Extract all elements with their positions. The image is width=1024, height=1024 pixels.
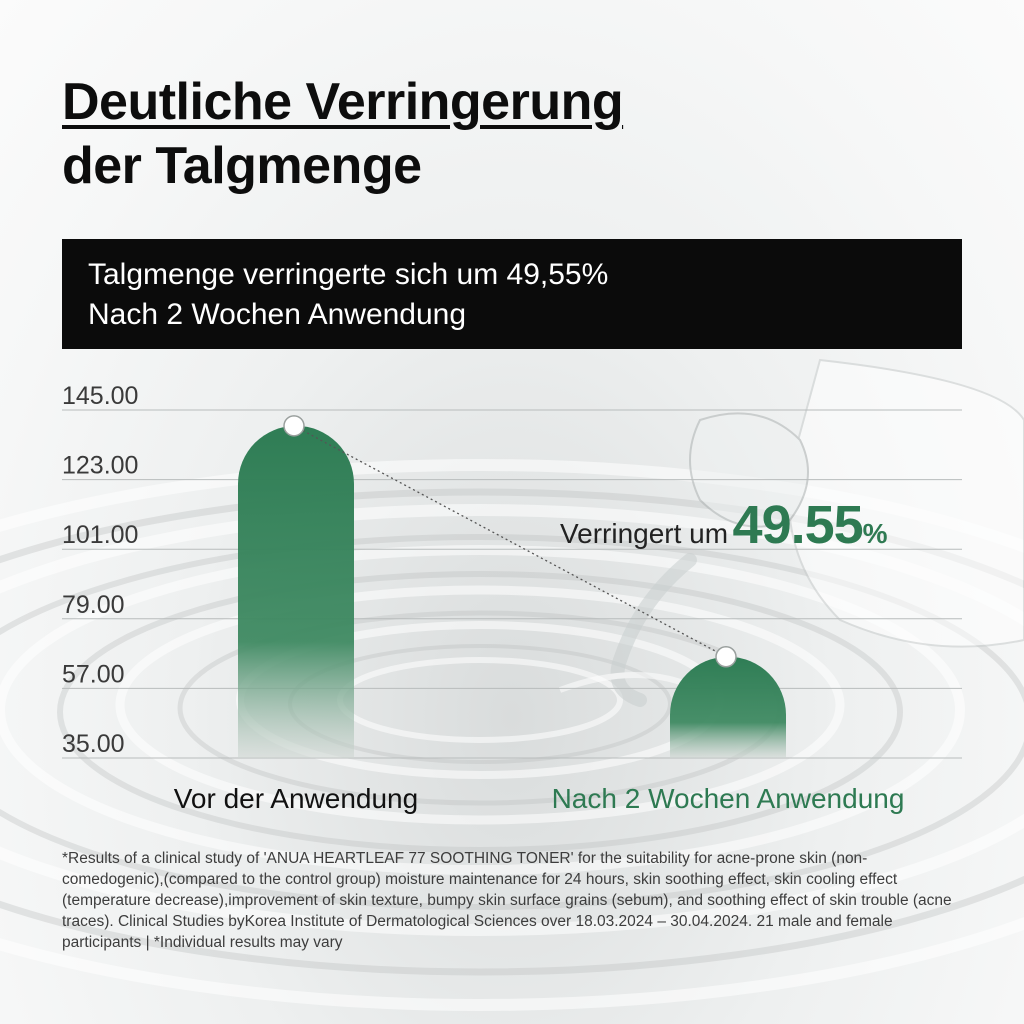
title-line-2: der Talgmenge xyxy=(62,137,422,195)
banner-line-1: Talgmenge verringerte sich um 49,55% xyxy=(88,258,609,291)
y-tick-label: 101.00 xyxy=(62,521,138,549)
study-footnote: *Results of a clinical study of 'ANUA HE… xyxy=(62,850,952,951)
y-tick-label: 57.00 xyxy=(62,660,125,688)
reduction-callout: Verringert um 49.55% xyxy=(560,494,888,556)
callout-unit: % xyxy=(862,518,888,549)
y-tick-label: 35.00 xyxy=(62,730,125,758)
x-category-label: Vor der Anwendung xyxy=(174,783,418,814)
point-marker-2 xyxy=(715,646,737,668)
trend-connector xyxy=(293,425,727,658)
banner-line-2: Nach 2 Wochen Anwendung xyxy=(88,298,467,331)
page-title: Deutliche Verringerung der Talgmenge xyxy=(62,70,624,198)
y-tick-label: 123.00 xyxy=(62,452,138,480)
bar-2 xyxy=(670,656,786,758)
y-tick-label: 145.00 xyxy=(62,382,138,410)
x-category-label: Nach 2 Wochen Anwendung xyxy=(552,783,905,814)
point-marker-1 xyxy=(283,415,305,437)
y-tick-label: 79.00 xyxy=(62,591,125,619)
callout-label: Verringert um xyxy=(560,518,729,549)
result-banner: Talgmenge verringerte sich um 49,55% Nac… xyxy=(62,239,962,349)
bar-1 xyxy=(238,425,354,758)
callout-value: 49.55 xyxy=(732,495,864,555)
title-line-1: Deutliche Verringerung xyxy=(62,73,624,131)
